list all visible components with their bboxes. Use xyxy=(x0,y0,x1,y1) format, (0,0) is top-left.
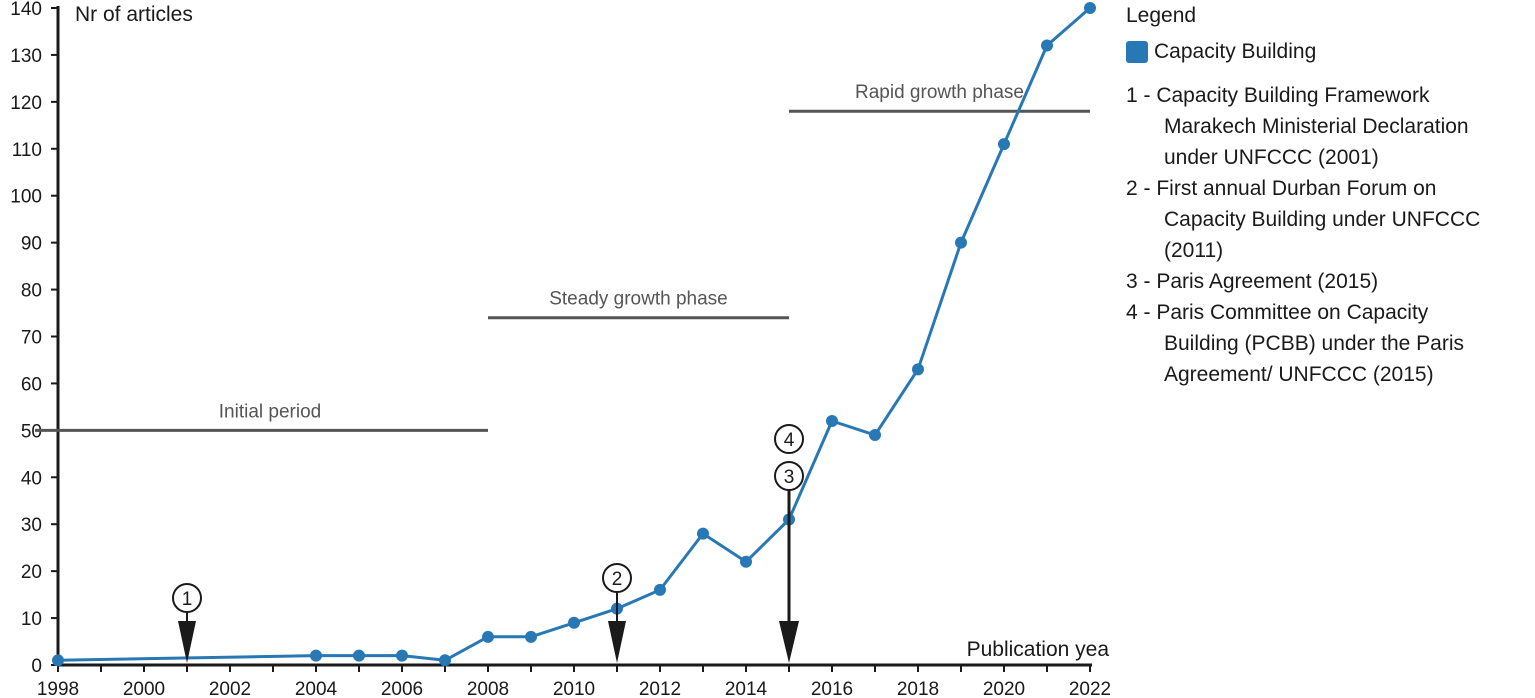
data-point xyxy=(998,138,1010,151)
legend-note: 2 - First annual Durban Forum on Capacity… xyxy=(1126,173,1480,266)
y-tick-label: 140 xyxy=(10,0,42,20)
legend-swatch-icon xyxy=(1126,41,1148,63)
x-tick-label: 2010 xyxy=(553,679,595,698)
legend-note-line: Building (PCBB) under the Paris xyxy=(1164,332,1464,355)
y-tick-label: 20 xyxy=(21,562,42,583)
data-point xyxy=(955,236,967,249)
x-tick-label: 2004 xyxy=(295,679,338,698)
y-tick-label: 50 xyxy=(21,421,42,442)
legend-note-line: Marakech Ministerial Declaration xyxy=(1164,115,1469,138)
y-axis-title: Nr of articles xyxy=(75,3,193,26)
legend-note: 4 - Paris Committee on Capacity Building … xyxy=(1126,297,1480,390)
y-tick-label: 60 xyxy=(21,374,42,395)
data-point xyxy=(654,583,666,596)
x-tick-label: 2002 xyxy=(209,679,251,698)
legend-note-line: 4 - Paris Committee on Capacity xyxy=(1126,301,1429,324)
series-line xyxy=(57,6,1091,662)
x-tick-label: 2016 xyxy=(811,679,853,698)
phase-label: Initial period xyxy=(219,401,321,422)
data-point xyxy=(396,649,408,662)
x-axis-title: Publication year xyxy=(967,638,1110,661)
legend-note-line: 2 - First annual Durban Forum on xyxy=(1126,177,1437,200)
data-point xyxy=(697,527,709,540)
data-point xyxy=(52,654,64,667)
event-marker-circle xyxy=(774,461,804,491)
y-tick-label: 120 xyxy=(10,93,42,114)
event-arrow-head xyxy=(608,621,626,663)
legend-note: 1 - Capacity Building Framework Marakech … xyxy=(1126,80,1480,173)
x-tick-label: 2000 xyxy=(123,679,165,698)
data-point xyxy=(568,616,580,629)
event-marker-number: 3 xyxy=(784,467,795,488)
legend-title: Legend xyxy=(1126,4,1197,27)
data-point xyxy=(826,414,838,427)
phase-label: Rapid growth phase xyxy=(855,82,1024,103)
legend-note-line: under UNFCCC (2001) xyxy=(1164,146,1379,169)
y-tick-label: 10 xyxy=(21,609,42,630)
event-marker-circle xyxy=(602,563,632,593)
data-point xyxy=(310,649,322,662)
x-tick-label: 1998 xyxy=(37,679,79,698)
event-marker-number: 2 xyxy=(612,569,623,590)
legend-note-line: 3 - Paris Agreement (2015) xyxy=(1126,270,1379,293)
legend-note-line: (2011) xyxy=(1164,239,1224,262)
legend-note: 3 - Paris Agreement (2015) xyxy=(1126,266,1480,297)
data-point xyxy=(740,555,752,568)
event-arrow-head xyxy=(178,621,196,663)
y-tick-label: 100 xyxy=(10,187,42,208)
data-point xyxy=(869,429,881,442)
event-arrow-head xyxy=(779,621,799,663)
x-tick-label: 2012 xyxy=(639,679,681,698)
legend-note-line: Agreement/ UNFCCC (2015) xyxy=(1164,363,1434,386)
y-tick-label: 0 xyxy=(31,656,42,677)
event-marker-number: 1 xyxy=(182,589,193,610)
data-point xyxy=(482,630,494,643)
y-tick-label: 30 xyxy=(21,515,42,536)
event-marker-circle xyxy=(774,424,804,454)
y-tick-label: 80 xyxy=(21,281,42,302)
data-point xyxy=(1084,2,1096,14)
legend-series-label: Capacity Building xyxy=(1154,40,1317,63)
x-tick-label: 2020 xyxy=(983,679,1025,698)
y-tick-label: 110 xyxy=(12,140,42,161)
legend-note-line: Capacity Building under UNFCCC xyxy=(1164,208,1481,231)
y-tick-label: 130 xyxy=(10,46,42,67)
phase-label: Steady growth phase xyxy=(549,289,728,310)
data-point xyxy=(1041,39,1053,52)
legend-note-line: 1 - Capacity Building Framework xyxy=(1126,84,1430,107)
data-point xyxy=(912,363,924,376)
x-tick-label: 2018 xyxy=(897,679,939,698)
y-tick-label: 40 xyxy=(21,468,42,489)
x-tick-label: 2006 xyxy=(381,679,423,698)
x-tick-label: 2008 xyxy=(467,679,509,698)
x-tick-label: 2014 xyxy=(725,679,768,698)
legend-notes: 1 - Capacity Building Framework Marakech … xyxy=(1126,80,1480,390)
y-tick-label: 90 xyxy=(21,234,42,255)
data-point xyxy=(353,649,365,662)
event-marker-number: 4 xyxy=(784,430,795,451)
y-tick-label: 70 xyxy=(21,328,42,349)
data-point xyxy=(439,654,451,667)
x-tick-label: 2022 xyxy=(1069,679,1110,698)
legend-series-item: Capacity Building xyxy=(1126,40,1316,64)
line-chart: 0 10 20 30 40 50 60 70 80 90 100 110 120 130 140 1998 20… xyxy=(10,0,1110,698)
event-marker-circle xyxy=(172,583,202,613)
data-point xyxy=(525,630,537,643)
